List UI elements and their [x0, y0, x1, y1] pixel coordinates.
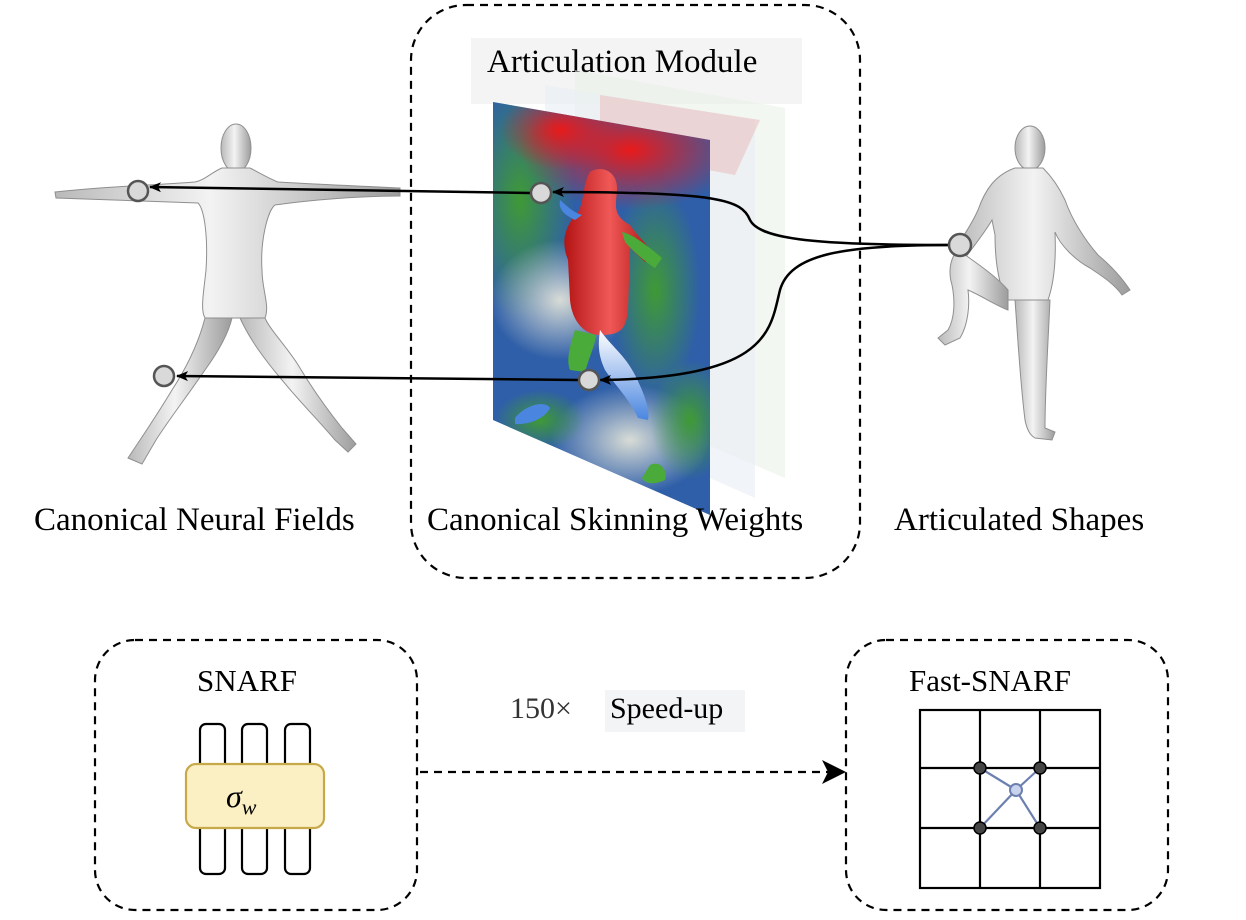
grid-corner-points: [973, 761, 1047, 835]
mlp-block: [184, 762, 326, 830]
grid-point-4: [1033, 821, 1047, 835]
label-canonical-skinning-weights: Canonical Skinning Weights: [427, 502, 804, 538]
speedup-arrow-head: [822, 760, 846, 784]
point-weight-arm: [529, 181, 553, 205]
mlp-sigma-label: σw: [226, 778, 256, 820]
canonical-right-leg: [239, 317, 357, 453]
articulated-head: [1014, 125, 1046, 171]
arrow-articulated-to-arm-weight: [552, 187, 951, 247]
point-weight-knee: [577, 368, 601, 392]
articulation-module-frame: [409, 3, 862, 580]
module-title: Articulation Module: [487, 44, 758, 80]
label-articulated-shapes: Articulated Shapes: [894, 502, 1145, 538]
query-point: [1009, 783, 1023, 797]
speedup-text: Speed-up: [610, 692, 724, 725]
speedup-text-background: [605, 690, 745, 732]
point-canonical-arm: [126, 179, 150, 203]
arrow-weight-to-canonical-knee: [176, 371, 579, 382]
speedup-number: 150×: [510, 692, 572, 725]
articulated-human: [937, 125, 1131, 441]
interp-line-4: [1015, 789, 1041, 829]
sigma-symbol: σ: [226, 778, 242, 814]
point-articulated-knee: [947, 232, 973, 258]
articulated-standing-leg: [1014, 299, 1056, 441]
fast-snarf-title: Fast-SNARF: [909, 663, 1071, 698]
interp-line-3: [979, 789, 1017, 829]
skinning-body: [515, 169, 666, 484]
voxel-grid: [918, 708, 1102, 890]
skinning-weight-planes: [493, 70, 785, 515]
snarf-frame: [93, 638, 419, 912]
arrow-weight-to-canonical-arm: [149, 182, 531, 195]
correspondence-arrows: [149, 182, 951, 385]
correspondence-points: [126, 179, 973, 392]
point-canonical-knee: [152, 364, 176, 388]
fast-snarf-frame: [844, 638, 1170, 912]
label-canonical-neural-fields: Canonical Neural Fields: [34, 502, 355, 538]
arrow-articulated-to-knee-weight: [599, 243, 951, 385]
canonical-human: [54, 123, 401, 465]
interpolation-lines: [979, 767, 1041, 829]
sigma-subscript: w: [241, 794, 257, 820]
grid-point-3: [973, 821, 987, 835]
canonical-head: [220, 123, 252, 173]
canonical-left-leg: [127, 317, 233, 465]
voxel-grid-border: [918, 708, 1102, 890]
grid-point-2: [1033, 761, 1047, 775]
grid-point-1: [973, 761, 987, 775]
interp-line-1: [979, 767, 1017, 791]
snarf-title: SNARF: [197, 663, 297, 698]
